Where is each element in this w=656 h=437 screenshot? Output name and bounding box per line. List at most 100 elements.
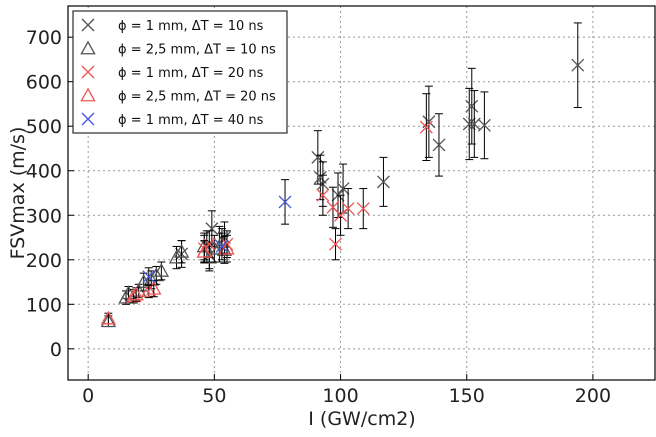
triangle-marker <box>100 310 117 325</box>
x-tick-label: 150 <box>449 385 485 407</box>
x-tick-label: 100 <box>322 385 358 407</box>
data-point <box>215 232 229 261</box>
data-point <box>153 261 170 281</box>
y-tick-label: 300 <box>26 205 62 227</box>
data-point <box>326 186 340 228</box>
x-marker <box>477 118 491 132</box>
series-4 <box>142 179 292 287</box>
x-marker-stroke <box>81 112 95 126</box>
data-point <box>571 22 585 109</box>
x-marker-stroke <box>142 270 156 284</box>
y-tick-label: 700 <box>26 27 62 49</box>
x-tick-label: 200 <box>575 385 611 407</box>
legend-triangle-marker <box>80 40 96 55</box>
triangle-marker <box>206 240 223 255</box>
x-marker <box>465 99 479 113</box>
triangle-marker <box>128 286 144 301</box>
x-marker <box>142 270 156 284</box>
x-marker-stroke <box>316 188 330 202</box>
legend-entry-label: ϕ = 1 mm, ΔT = 10 ns <box>118 19 264 34</box>
triangle-marker <box>100 313 117 328</box>
grid <box>68 6 656 380</box>
data-point <box>341 188 355 230</box>
x-marker-stroke <box>465 99 479 113</box>
x-marker <box>432 138 446 152</box>
x-marker <box>571 58 585 72</box>
data-point <box>432 113 446 177</box>
x-marker-stroke <box>278 195 292 209</box>
triangle-marker <box>153 262 170 277</box>
data-point <box>465 67 479 145</box>
x-marker <box>341 202 355 216</box>
x-marker-stroke <box>215 239 229 253</box>
data-points <box>100 22 585 328</box>
legend-box <box>72 10 288 134</box>
y-tick-label: 100 <box>26 294 62 316</box>
data-point <box>419 93 433 161</box>
data-point <box>146 280 162 298</box>
x-marker <box>462 117 476 131</box>
x-marker-stroke <box>311 150 325 164</box>
legend-x-marker <box>81 65 95 79</box>
x-marker-stroke <box>356 202 370 216</box>
legend: ϕ = 1 mm, ΔT = 10 ns ϕ = 2,5 mm, ΔT = 10 … <box>72 10 288 134</box>
axis-ticks: 0 50 100 150 200 0 100 200 300 400 500 600 700 <box>26 27 611 407</box>
data-point <box>329 228 342 261</box>
x-marker-stroke <box>81 18 95 32</box>
y-axis-label: FSVmax (m/s) <box>7 127 29 260</box>
x-marker <box>329 237 342 251</box>
triangle-marker <box>196 243 212 258</box>
x-marker-stroke <box>313 170 327 184</box>
x-marker <box>336 182 350 196</box>
x-marker-stroke <box>81 65 95 79</box>
data-point <box>100 310 117 325</box>
triangle-marker <box>173 243 190 258</box>
x-marker-stroke <box>462 117 476 131</box>
data-point <box>142 267 156 287</box>
x-marker <box>356 202 370 216</box>
x-marker-stroke <box>432 138 446 152</box>
y-tick-label: 400 <box>26 161 62 183</box>
x-marker-stroke <box>376 175 390 189</box>
legend-triangle-marker <box>80 87 96 102</box>
y-tick-label: 600 <box>26 72 62 94</box>
data-point <box>173 240 190 264</box>
legend-entry-label: ϕ = 2,5 mm, ΔT = 20 ns <box>118 90 276 105</box>
x-marker <box>419 120 433 134</box>
legend-x-marker <box>81 18 95 32</box>
x-tick-label: 0 <box>82 385 94 407</box>
legend-entry-label: ϕ = 1 mm, ΔT = 20 ns <box>118 66 264 81</box>
legend-entry-label: ϕ = 2,5 mm, ΔT = 10 ns <box>118 43 276 58</box>
y-tick-label: 200 <box>26 250 62 272</box>
x-marker <box>313 170 327 184</box>
data-point <box>376 156 390 207</box>
y-tick-label: 0 <box>50 339 62 361</box>
plot-area-frame <box>67 5 656 381</box>
data-point <box>336 163 350 214</box>
x-marker <box>215 239 229 253</box>
data-point <box>128 286 144 302</box>
x-marker-stroke <box>419 120 433 134</box>
data-point <box>477 91 491 160</box>
legend-entry-label: ϕ = 1 mm, ΔT = 40 ns <box>118 113 264 128</box>
x-marker-stroke <box>326 200 340 214</box>
triangle-marker <box>143 271 159 286</box>
triangle-marker <box>146 280 162 295</box>
x-marker-stroke <box>341 202 355 216</box>
x-marker <box>376 175 390 189</box>
data-point <box>422 85 436 158</box>
data-point <box>316 174 330 216</box>
data-point <box>356 188 370 230</box>
x-tick-label: 50 <box>202 385 226 407</box>
x-marker <box>316 188 330 202</box>
triangle-marker <box>141 283 157 297</box>
data-point <box>278 179 292 225</box>
legend-x-marker <box>81 112 95 126</box>
x-marker-stroke <box>329 237 342 251</box>
x-marker <box>278 195 292 209</box>
x-axis-label: I (GW/cm2) <box>308 408 415 430</box>
x-marker-stroke <box>336 182 350 196</box>
x-marker-stroke <box>477 118 491 132</box>
x-marker-stroke <box>571 58 585 72</box>
